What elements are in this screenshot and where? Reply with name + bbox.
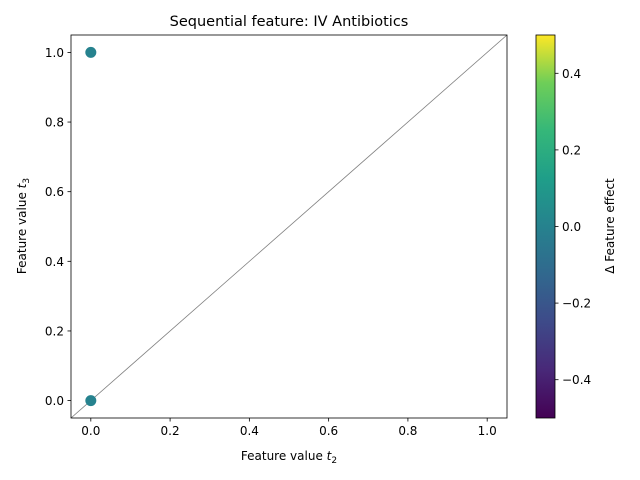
chart-title: Sequential feature: IV Antibiotics bbox=[170, 14, 409, 30]
x-tick-label: 0.4 bbox=[240, 424, 259, 438]
colorbar-tick-label: −0.2 bbox=[562, 297, 591, 311]
colorbar-ticks: −0.4 −0.2 0.0 0.2 0.4 bbox=[555, 67, 591, 387]
y-axis-label: Feature value t3 bbox=[15, 178, 32, 274]
colorbar-tick-label: −0.4 bbox=[562, 373, 591, 387]
x-tick-label: 0.2 bbox=[161, 424, 180, 438]
y-tick-label: 0.8 bbox=[45, 116, 64, 130]
points-layer bbox=[85, 46, 97, 407]
colorbar-tick-label: 0.2 bbox=[562, 143, 581, 157]
x-tick-label: 0.6 bbox=[319, 424, 338, 438]
colorbar-tick-label: 0.4 bbox=[562, 67, 581, 81]
data-point-1 bbox=[85, 46, 97, 58]
x-tick-label: 1.0 bbox=[478, 424, 497, 438]
y-tick-label: 0.4 bbox=[45, 255, 64, 269]
y-tick-label: 0.6 bbox=[45, 185, 64, 199]
y-axis-ticks: 0.0 0.2 0.4 0.6 0.8 1.0 bbox=[45, 46, 71, 408]
y-tick-label: 1.0 bbox=[45, 46, 64, 60]
colorbar-label: Δ Feature effect bbox=[603, 178, 617, 274]
y-tick-label: 0.2 bbox=[45, 324, 64, 338]
x-tick-label: 0.0 bbox=[81, 424, 100, 438]
x-axis-ticks: 0.0 0.2 0.4 0.6 0.8 1.0 bbox=[81, 418, 497, 438]
data-point-2 bbox=[85, 395, 97, 407]
plot-area: 0.0 0.2 0.4 0.6 0.8 1.0 0.0 0.2 0.4 0.6 0.8 1.0 bbox=[45, 34, 508, 438]
colorbar-tick-label: 0.0 bbox=[562, 220, 581, 234]
colorbar: −0.4 −0.2 0.0 0.2 0.4 Δ Feature effect bbox=[535, 34, 617, 419]
x-tick-label: 0.8 bbox=[398, 424, 417, 438]
plot-frame bbox=[70, 34, 508, 419]
diagonal-reference-line bbox=[71, 35, 507, 418]
colorbar-gradient bbox=[535, 34, 556, 419]
x-axis-label: Feature value t2 bbox=[241, 449, 337, 466]
y-tick-label: 0.0 bbox=[45, 394, 64, 408]
